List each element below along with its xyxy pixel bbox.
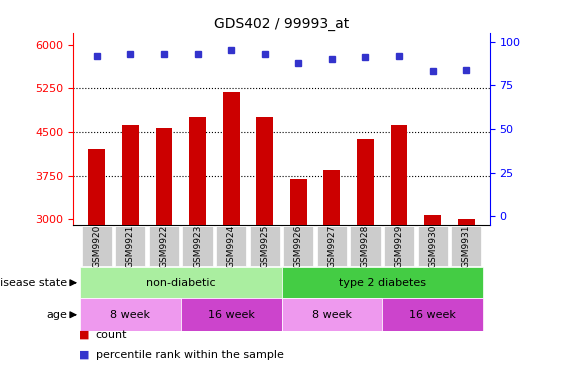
Text: GSM9928: GSM9928 <box>361 224 370 268</box>
Text: ■: ■ <box>79 330 90 340</box>
Text: disease state: disease state <box>0 278 68 288</box>
Bar <box>80 298 181 331</box>
FancyBboxPatch shape <box>216 226 246 266</box>
Text: percentile rank within the sample: percentile rank within the sample <box>96 350 284 360</box>
Text: ■: ■ <box>79 350 90 360</box>
Text: 8 week: 8 week <box>312 310 352 320</box>
FancyBboxPatch shape <box>451 226 481 266</box>
Text: GSM9927: GSM9927 <box>328 224 337 268</box>
FancyBboxPatch shape <box>384 226 414 266</box>
Text: GSM9929: GSM9929 <box>395 224 404 268</box>
FancyBboxPatch shape <box>283 226 314 266</box>
Bar <box>88 149 105 225</box>
Bar <box>181 298 282 331</box>
Bar <box>282 267 483 298</box>
Text: GSM9930: GSM9930 <box>428 224 437 268</box>
Bar <box>282 298 382 331</box>
Text: non-diabetic: non-diabetic <box>146 278 216 288</box>
Text: GSM9931: GSM9931 <box>462 224 471 268</box>
Bar <box>357 139 374 225</box>
Bar <box>189 117 206 225</box>
FancyBboxPatch shape <box>115 226 145 266</box>
Text: GSM9921: GSM9921 <box>126 224 135 268</box>
Text: GSM9923: GSM9923 <box>193 224 202 268</box>
Text: GSM9920: GSM9920 <box>92 224 101 268</box>
FancyBboxPatch shape <box>182 226 213 266</box>
Text: 16 week: 16 week <box>409 310 456 320</box>
Bar <box>391 125 408 225</box>
Text: GSM9924: GSM9924 <box>226 224 235 268</box>
Bar <box>80 267 282 298</box>
FancyBboxPatch shape <box>249 226 280 266</box>
Bar <box>223 92 239 225</box>
Bar <box>290 179 307 225</box>
Text: 16 week: 16 week <box>208 310 254 320</box>
Text: GSM9926: GSM9926 <box>294 224 303 268</box>
Text: age: age <box>47 310 68 320</box>
Bar <box>382 298 483 331</box>
Text: 8 week: 8 week <box>110 310 150 320</box>
FancyBboxPatch shape <box>317 226 347 266</box>
Title: GDS402 / 99993_at: GDS402 / 99993_at <box>214 16 349 30</box>
Bar <box>458 219 475 225</box>
FancyBboxPatch shape <box>418 226 448 266</box>
FancyBboxPatch shape <box>350 226 381 266</box>
Text: GSM9922: GSM9922 <box>159 224 168 268</box>
Bar <box>425 214 441 225</box>
Bar <box>324 170 340 225</box>
FancyBboxPatch shape <box>149 226 179 266</box>
Bar <box>256 117 273 225</box>
Text: type 2 diabetes: type 2 diabetes <box>339 278 426 288</box>
Text: GSM9925: GSM9925 <box>260 224 269 268</box>
Text: count: count <box>96 330 127 340</box>
FancyBboxPatch shape <box>82 226 112 266</box>
Bar <box>155 128 172 225</box>
Bar <box>122 125 138 225</box>
